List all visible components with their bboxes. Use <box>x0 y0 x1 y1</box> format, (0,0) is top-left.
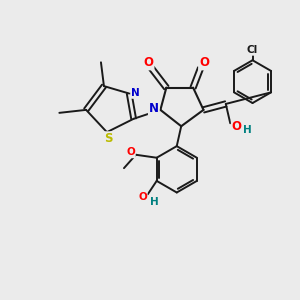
Text: O: O <box>199 56 209 69</box>
Text: O: O <box>143 56 154 69</box>
Text: O: O <box>138 192 147 202</box>
Text: Cl: Cl <box>247 45 258 55</box>
Text: O: O <box>232 120 242 133</box>
Text: H: H <box>243 125 252 135</box>
Text: H: H <box>150 197 159 207</box>
Text: O: O <box>126 147 135 158</box>
Text: S: S <box>104 132 112 145</box>
Text: N: N <box>131 88 140 98</box>
Text: N: N <box>149 102 159 115</box>
